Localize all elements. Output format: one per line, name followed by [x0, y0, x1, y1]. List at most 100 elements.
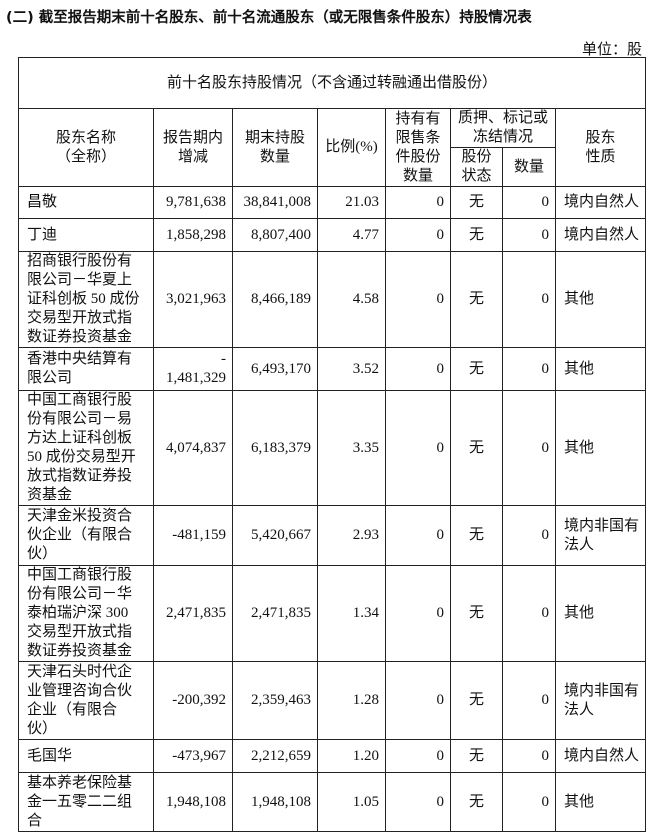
cell-ratio: 1.05 — [317, 772, 386, 832]
cell-held: 8,807,400 — [232, 218, 318, 252]
cell-held: 1,948,108 — [232, 772, 318, 832]
section-title: (二) 截至报告期末前十名股东、前十名流通股东（或无限售条件股东）持股情况表 — [6, 10, 532, 26]
cell-nature: 境内自然人 — [555, 218, 646, 252]
header-nature: 股东 性质 — [555, 108, 646, 187]
cell-name: 天津石头时代企 业管理咨询合伙 企业（有限合 伙） — [18, 661, 154, 740]
cell-held: 6,493,170 — [232, 347, 318, 391]
table-row: 中国工商银行股 份有限公司－华 泰柏瑞沪深 300 交易型开放式指 数证券投资基… — [18, 565, 646, 662]
cell-restricted: 0 — [385, 772, 451, 832]
cell-pledge-status: 无 — [450, 347, 503, 391]
header-restricted: 持有有 限售条 件股份 数量 — [385, 108, 451, 187]
cell-held: 2,212,659 — [232, 739, 318, 773]
table-row: 基本养老保险基 金一五零二二组 合 1,948,108 1,948,108 1.05 0… — [18, 772, 646, 832]
cell-change: 1,948,108 — [153, 772, 233, 832]
cell-held: 5,420,667 — [232, 505, 318, 566]
unit-label: 单位：股 — [581, 42, 642, 58]
cell-change: 2,471,835 — [153, 565, 233, 662]
cell-restricted: 0 — [385, 390, 451, 506]
cell-pledge-qty: 0 — [502, 505, 556, 566]
header-held: 期末持股 数量 — [232, 108, 318, 187]
shareholders-table: 前十名股东持股情况（不含通过转融通出借股份） 股东名称 （全称） 报告期内 增减… — [18, 57, 646, 832]
cell-name: 毛国华 — [18, 739, 154, 773]
cell-held: 2,471,835 — [232, 565, 318, 662]
cell-ratio: 4.77 — [317, 218, 386, 252]
cell-held: 2,359,463 — [232, 661, 318, 740]
cell-ratio: 2.93 — [317, 505, 386, 566]
cell-pledge-status: 无 — [450, 772, 503, 832]
cell-held: 6,183,379 — [232, 390, 318, 506]
cell-held: 38,841,008 — [232, 186, 318, 219]
cell-pledge-qty: 0 — [502, 772, 556, 832]
cell-nature: 其他 — [555, 772, 646, 832]
cell-ratio: 1.20 — [317, 739, 386, 773]
cell-pledge-qty: 0 — [502, 186, 556, 219]
header-change: 报告期内 增减 — [153, 108, 233, 187]
table-caption: 前十名股东持股情况（不含通过转融通出借股份） — [18, 57, 646, 109]
cell-ratio: 1.34 — [317, 565, 386, 662]
cell-nature: 其他 — [555, 347, 646, 391]
cell-name: 昌敬 — [18, 186, 154, 219]
cell-restricted: 0 — [385, 661, 451, 740]
cell-pledge-status: 无 — [450, 251, 503, 348]
cell-restricted: 0 — [385, 251, 451, 348]
cell-pledge-qty: 0 — [502, 390, 556, 506]
cell-nature: 境内非国有 法人 — [555, 661, 646, 740]
table-row: 毛国华 -473,967 2,212,659 1.20 0 无 0 境内自然人 — [18, 739, 646, 773]
cell-ratio: 4.58 — [317, 251, 386, 348]
cell-name: 招商银行股份有 限公司－华夏上 证科创板 50 成份 交易型开放式指 数证券投资… — [18, 251, 154, 348]
cell-name: 天津金米投资合 伙企业（有限合 伙） — [18, 505, 154, 566]
header-pledge: 质押、标记或 冻结情况 — [450, 108, 556, 148]
cell-ratio: 21.03 — [317, 186, 386, 219]
cell-nature: 境内非国有 法人 — [555, 505, 646, 566]
cell-nature: 境内自然人 — [555, 186, 646, 219]
cell-name: 中国工商银行股 份有限公司－华 泰柏瑞沪深 300 交易型开放式指 数证券投资基… — [18, 565, 154, 662]
header-name: 股东名称 （全称） — [18, 108, 154, 187]
cell-pledge-status: 无 — [450, 186, 503, 219]
cell-nature: 境内自然人 — [555, 739, 646, 773]
cell-change: 4,074,837 — [153, 390, 233, 506]
cell-pledge-status: 无 — [450, 565, 503, 662]
cell-ratio: 3.35 — [317, 390, 386, 506]
cell-change: 1,858,298 — [153, 218, 233, 252]
cell-restricted: 0 — [385, 218, 451, 252]
cell-pledge-qty: 0 — [502, 739, 556, 773]
cell-restricted: 0 — [385, 186, 451, 219]
cell-pledge-status: 无 — [450, 661, 503, 740]
cell-pledge-status: 无 — [450, 390, 503, 506]
cell-nature: 其他 — [555, 251, 646, 348]
cell-restricted: 0 — [385, 347, 451, 391]
table-row: 昌敬 9,781,638 38,841,008 21.03 0 无 0 境内自然人 — [18, 186, 646, 219]
table-row: 丁迪 1,858,298 8,807,400 4.77 0 无 0 境内自然人 — [18, 218, 646, 252]
table-row: 香港中央结算有 限公司 - 1,481,329 6,493,170 3.52 0 无 0 其他 — [18, 347, 646, 391]
cell-nature: 其他 — [555, 390, 646, 506]
cell-name: 基本养老保险基 金一五零二二组 合 — [18, 772, 154, 832]
cell-pledge-status: 无 — [450, 505, 503, 566]
cell-change: -481,159 — [153, 505, 233, 566]
cell-ratio: 3.52 — [317, 347, 386, 391]
cell-held: 8,466,189 — [232, 251, 318, 348]
cell-pledge-qty: 0 — [502, 661, 556, 740]
table-row: 天津金米投资合 伙企业（有限合 伙） -481,159 5,420,667 2.93 0… — [18, 505, 646, 566]
header-pledge-status: 股份 状态 — [450, 147, 503, 187]
cell-name: 丁迪 — [18, 218, 154, 252]
table-row: 天津石头时代企 业管理咨询合伙 企业（有限合 伙） -200,392 2,359,4… — [18, 661, 646, 740]
header-pledge-qty: 数量 — [502, 147, 556, 187]
cell-change: -473,967 — [153, 739, 233, 773]
cell-pledge-status: 无 — [450, 218, 503, 252]
cell-restricted: 0 — [385, 565, 451, 662]
cell-pledge-qty: 0 — [502, 218, 556, 252]
cell-restricted: 0 — [385, 739, 451, 773]
cell-change: -200,392 — [153, 661, 233, 740]
table-row: 中国工商银行股 份有限公司－易 方达上证科创板 50 成份交易型开 放式指数证券… — [18, 390, 646, 506]
cell-pledge-qty: 0 — [502, 565, 556, 662]
cell-change: - 1,481,329 — [153, 347, 233, 391]
table-row: 招商银行股份有 限公司－华夏上 证科创板 50 成份 交易型开放式指 数证券投资… — [18, 251, 646, 348]
cell-restricted: 0 — [385, 505, 451, 566]
cell-change: 3,021,963 — [153, 251, 233, 348]
cell-change: 9,781,638 — [153, 186, 233, 219]
cell-pledge-qty: 0 — [502, 251, 556, 348]
cell-ratio: 1.28 — [317, 661, 386, 740]
cell-nature: 其他 — [555, 565, 646, 662]
cell-name: 香港中央结算有 限公司 — [18, 347, 154, 391]
cell-pledge-status: 无 — [450, 739, 503, 773]
